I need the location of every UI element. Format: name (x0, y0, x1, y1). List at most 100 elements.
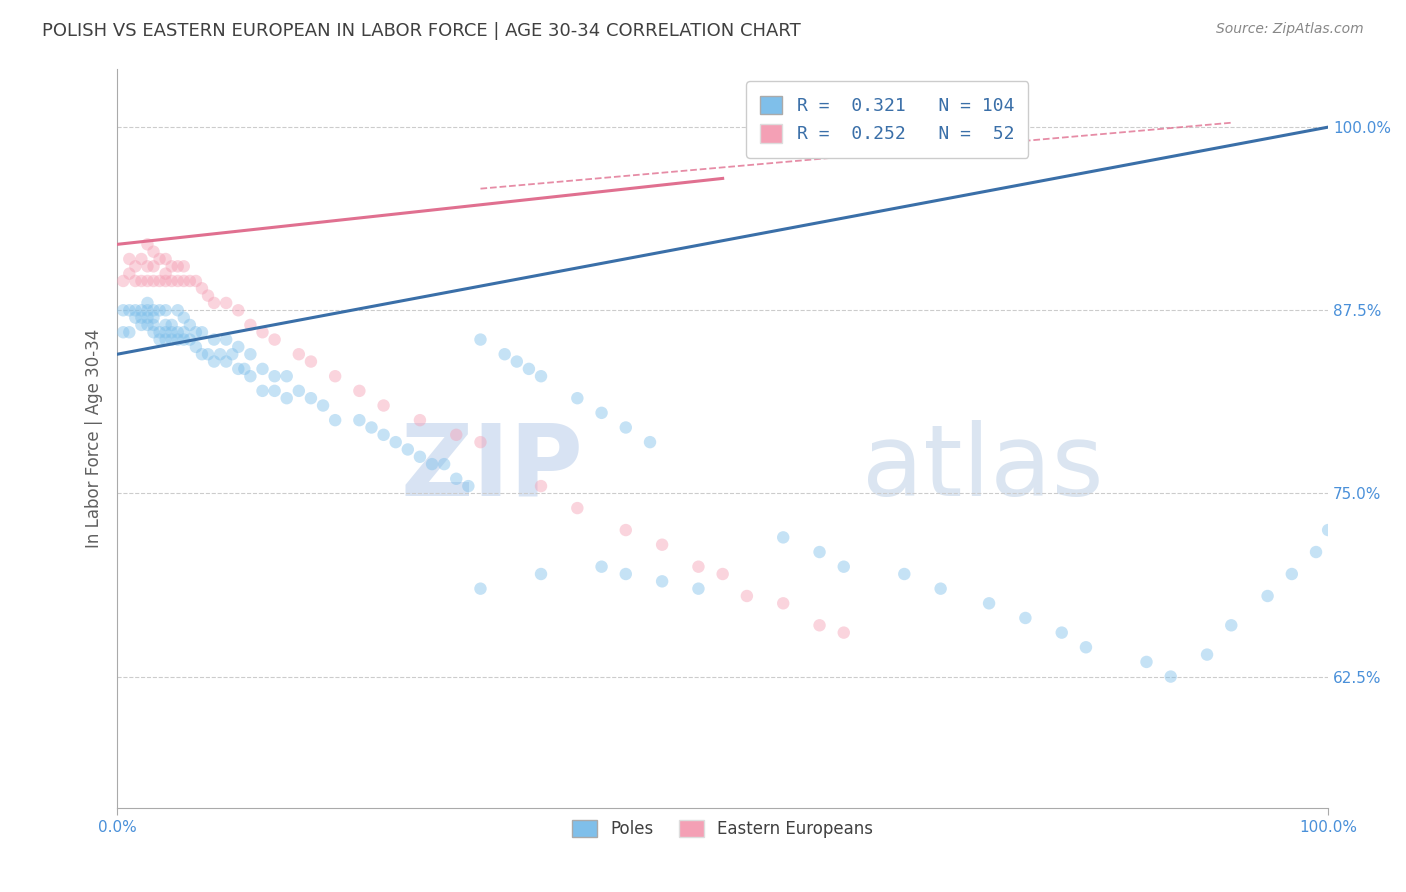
Point (166, 333, 188, 347)
Point (166, 260, 188, 274)
Point (136, 303, 159, 318)
Point (136, 260, 159, 274)
Point (209, 347, 232, 361)
Y-axis label: In Labor Force | Age 30-34: In Labor Force | Age 30-34 (86, 329, 103, 548)
Point (136, 318, 159, 332)
Point (191, 347, 214, 361)
Text: Source: ZipAtlas.com: Source: ZipAtlas.com (1216, 22, 1364, 37)
Point (184, 340, 207, 354)
Point (1305, 545, 1327, 559)
Point (977, 596, 1000, 610)
Point (202, 296, 225, 310)
Point (808, 618, 831, 632)
Point (832, 559, 855, 574)
Point (112, 303, 135, 318)
Point (160, 260, 183, 274)
Point (160, 333, 183, 347)
Point (118, 267, 141, 281)
Point (567, 391, 589, 405)
Point (252, 362, 274, 376)
Point (530, 479, 553, 493)
Point (299, 391, 322, 405)
Point (323, 369, 346, 384)
Point (118, 325, 141, 339)
Point (591, 406, 613, 420)
Point (1160, 669, 1182, 683)
Point (651, 538, 673, 552)
Point (567, 501, 589, 516)
Point (808, 545, 831, 559)
Point (136, 237, 159, 252)
Point (1281, 567, 1303, 582)
Point (373, 427, 395, 442)
Point (263, 384, 285, 398)
Point (155, 333, 177, 347)
Point (446, 427, 468, 442)
Point (494, 347, 516, 361)
Point (263, 333, 285, 347)
Point (155, 267, 177, 281)
Point (239, 347, 262, 361)
Point (614, 523, 637, 537)
Point (112, 325, 135, 339)
Point (1074, 640, 1097, 655)
Point (173, 333, 195, 347)
Point (124, 303, 146, 318)
Point (173, 274, 195, 288)
Point (772, 596, 794, 610)
Point (226, 340, 249, 354)
Point (288, 347, 311, 361)
Point (166, 303, 188, 318)
Point (614, 420, 637, 434)
Point (276, 369, 298, 384)
Point (1257, 589, 1279, 603)
Point (155, 303, 177, 318)
Text: atlas: atlas (862, 419, 1104, 516)
Point (142, 318, 165, 332)
Point (142, 310, 165, 325)
Point (173, 325, 195, 339)
Point (373, 399, 395, 413)
Point (131, 318, 153, 332)
Point (179, 274, 201, 288)
Point (226, 362, 249, 376)
Point (179, 318, 201, 332)
Point (142, 325, 165, 339)
Text: POLISH VS EASTERN EUROPEAN IN LABOR FORCE | AGE 30-34 CORRELATION CHART: POLISH VS EASTERN EUROPEAN IN LABOR FORC… (42, 22, 801, 40)
Point (136, 296, 159, 310)
Point (160, 325, 183, 339)
Point (446, 472, 468, 486)
Point (148, 325, 170, 339)
Point (124, 260, 146, 274)
Point (409, 413, 432, 427)
Point (136, 274, 159, 288)
Point (360, 420, 382, 434)
Point (420, 457, 443, 471)
Point (688, 582, 710, 596)
Point (197, 288, 219, 302)
Point (173, 260, 195, 274)
Legend: Poles, Eastern Europeans: Poles, Eastern Europeans (565, 813, 880, 845)
Point (1135, 655, 1157, 669)
Point (191, 281, 214, 295)
Point (530, 567, 553, 582)
Point (252, 384, 274, 398)
Text: ZIP: ZIP (401, 419, 583, 516)
Point (136, 310, 159, 325)
Point (202, 333, 225, 347)
Point (384, 435, 406, 450)
Point (929, 582, 952, 596)
Point (184, 274, 207, 288)
Point (179, 333, 201, 347)
Point (160, 274, 183, 288)
Point (131, 252, 153, 266)
Point (155, 252, 177, 266)
Point (263, 369, 285, 384)
Point (1195, 648, 1218, 662)
Point (517, 362, 540, 376)
Point (215, 296, 238, 310)
Point (239, 369, 262, 384)
Point (131, 310, 153, 325)
Point (160, 318, 183, 332)
Point (124, 274, 146, 288)
